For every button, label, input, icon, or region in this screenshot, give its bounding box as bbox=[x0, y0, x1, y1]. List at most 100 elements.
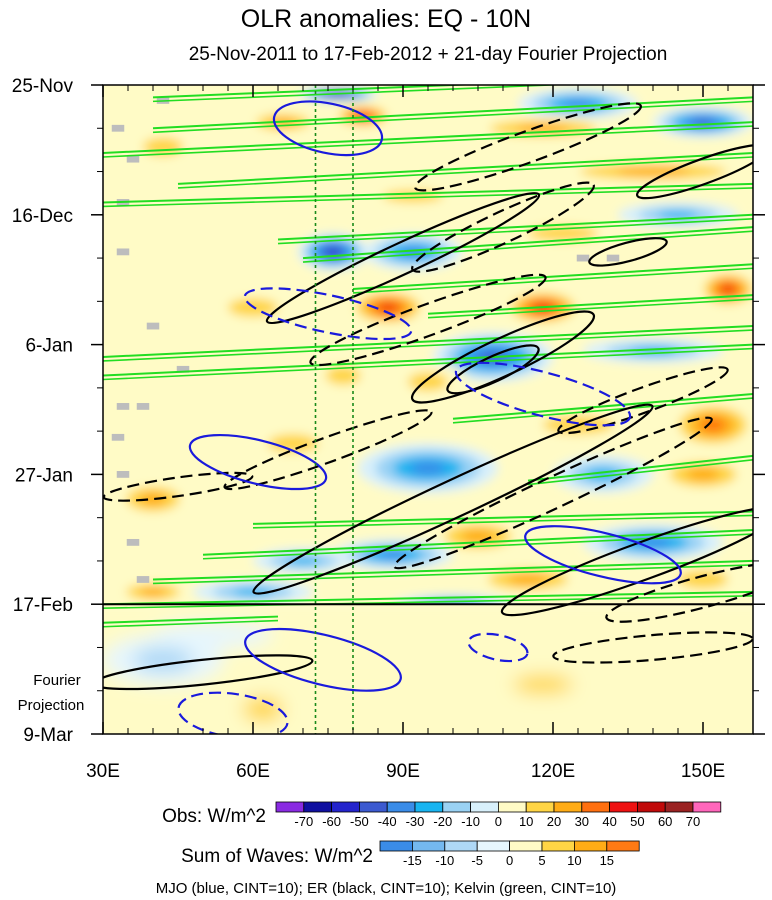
waves-colorbar-label: Sum of Waves: W/m^2 bbox=[181, 846, 373, 867]
projection-anomaly-4 bbox=[483, 666, 603, 704]
waves-colorbar-swatch bbox=[411, 840, 446, 852]
missing-data-cell bbox=[576, 254, 590, 262]
waves-colorbar-level-label: 10 bbox=[567, 853, 581, 868]
observed-colorbar-swatch bbox=[303, 801, 332, 813]
er-contour-10 bbox=[252, 403, 654, 595]
mjo-contour-7 bbox=[467, 632, 529, 663]
observed-colorbar-swatch bbox=[581, 801, 610, 813]
observed-colorbar-level-label: -10 bbox=[461, 814, 480, 829]
waves-colorbar-swatch bbox=[379, 840, 413, 852]
kelvin-band-1 bbox=[152, 96, 753, 134]
observed-colorbar: Obs: W/m^2 -70 -60 -50 -40 -30 -20 -10 0 10 20 30 4… bbox=[162, 801, 722, 829]
missing-data-cell bbox=[111, 433, 125, 441]
observed-anomaly-21 bbox=[668, 400, 753, 450]
missing-data-cell bbox=[116, 248, 130, 256]
missing-data-cell bbox=[116, 471, 130, 478]
waves-colorbar-swatch bbox=[606, 840, 640, 852]
er-contour-14 bbox=[103, 654, 314, 691]
observed-colorbar-swatch bbox=[442, 801, 471, 813]
projection-anomaly-3 bbox=[653, 622, 753, 648]
observed-colorbar-label: Obs: W/m^2 bbox=[162, 806, 266, 827]
x-tick-label: 60E bbox=[236, 761, 270, 782]
observed-colorbar-swatch bbox=[386, 801, 416, 813]
y-tick-label: 16-Dec bbox=[12, 206, 73, 227]
plot-area bbox=[103, 85, 753, 734]
observed-colorbar-swatch bbox=[331, 801, 360, 813]
waves-colorbar-swatch bbox=[444, 840, 478, 852]
observed-colorbar-level-label: 60 bbox=[658, 814, 672, 829]
observed-colorbar-level-label: 40 bbox=[602, 814, 616, 829]
missing-data-cell bbox=[146, 322, 160, 330]
observed-anomaly-27 bbox=[113, 480, 193, 518]
waves-colorbar-level-label: -5 bbox=[471, 853, 483, 868]
waves-colorbar: Sum of Waves: W/m^2 -15 -10 -5 0 5 10 15 bbox=[181, 840, 640, 868]
observed-anomaly-4 bbox=[463, 115, 623, 141]
er-contour-1 bbox=[265, 192, 541, 325]
observed-colorbar-level-label: -70 bbox=[294, 814, 313, 829]
observed-colorbar-swatch bbox=[553, 801, 583, 813]
observed-colorbar-level-label: -60 bbox=[322, 814, 341, 829]
er-contour-13 bbox=[605, 560, 753, 623]
mjo-contour-3 bbox=[454, 361, 632, 427]
observed-colorbar-level-label: -30 bbox=[406, 814, 425, 829]
missing-data-cell bbox=[126, 155, 140, 163]
observed-anomaly-13 bbox=[348, 288, 428, 327]
observed-anomaly-26 bbox=[653, 455, 753, 493]
mjo-contour-5 bbox=[244, 627, 402, 692]
waves-colorbar-level-label: -10 bbox=[435, 853, 454, 868]
y-tick-label: 6-Jan bbox=[25, 336, 73, 357]
mjo-contour-0 bbox=[272, 100, 384, 157]
missing-data-cell bbox=[606, 254, 620, 262]
missing-data-cell bbox=[111, 124, 125, 132]
projection-label-line2: Projection bbox=[18, 697, 85, 714]
mjo-contour-4 bbox=[524, 525, 682, 585]
kelvin-band-2 bbox=[103, 121, 753, 158]
observed-colorbar-level-label: 0 bbox=[495, 814, 502, 829]
er-wave-contours bbox=[103, 102, 753, 691]
projection-anomaly-5 bbox=[223, 684, 303, 734]
kelvin-band-13 bbox=[252, 510, 753, 529]
observed-colorbar-swatch bbox=[275, 801, 305, 813]
observed-anomaly-25 bbox=[553, 455, 653, 493]
observed-colorbar-level-label: 70 bbox=[686, 814, 700, 829]
waves-colorbar-level-label: 5 bbox=[538, 853, 545, 868]
kelvin-band-12 bbox=[527, 454, 753, 486]
observed-colorbar-swatch bbox=[358, 801, 388, 813]
er-contour-4 bbox=[588, 237, 668, 267]
chart-subtitle: 25-Nov-2011 to 17-Feb-2012 + 21-day Four… bbox=[189, 44, 668, 65]
observed-colorbar-swatch bbox=[525, 801, 555, 813]
missing-data-cell bbox=[136, 576, 150, 583]
x-tick-label: 120E bbox=[531, 761, 575, 782]
waves-colorbar-level-label: 0 bbox=[506, 853, 513, 868]
kelvin-band-11 bbox=[452, 393, 753, 424]
waves-colorbar-swatch bbox=[476, 840, 511, 852]
projection-anomaly-6 bbox=[628, 690, 728, 728]
missing-data-cell bbox=[176, 365, 190, 373]
observed-colorbar-level-label: 20 bbox=[547, 814, 561, 829]
missing-data-cell bbox=[126, 538, 140, 546]
x-tick-label: 30E bbox=[86, 761, 120, 782]
mjo-contour-1 bbox=[243, 287, 413, 341]
observed-colorbar-swatch bbox=[497, 801, 527, 813]
er-contour-3 bbox=[635, 143, 753, 200]
er-contour-7 bbox=[446, 344, 540, 395]
fourier-projection-field bbox=[103, 604, 753, 734]
y-tick-label: 9-Mar bbox=[23, 725, 73, 746]
x-axis-ticks: 30E 60E 90E 120E 150E bbox=[86, 85, 729, 782]
waves-colorbar-level-label: 15 bbox=[600, 853, 614, 868]
projection-anomaly-2 bbox=[463, 622, 563, 648]
kelvin-band-3 bbox=[177, 151, 753, 189]
kelvin-band-9 bbox=[103, 325, 753, 362]
er-contour-5 bbox=[309, 273, 547, 367]
y-tick-label: 17-Feb bbox=[13, 595, 73, 616]
reference-longitude-lines bbox=[314, 85, 354, 734]
mjo-contour-2 bbox=[188, 433, 328, 491]
observed-colorbar-level-label: -40 bbox=[378, 814, 397, 829]
er-contour-2 bbox=[411, 181, 595, 273]
chart-title: OLR anomalies: EQ - 10N bbox=[241, 5, 531, 33]
projection-field-blobs bbox=[103, 604, 753, 734]
waves-colorbar-swatch bbox=[541, 840, 575, 852]
er-contour-8 bbox=[223, 409, 433, 491]
kelvin-band-17 bbox=[103, 615, 279, 628]
